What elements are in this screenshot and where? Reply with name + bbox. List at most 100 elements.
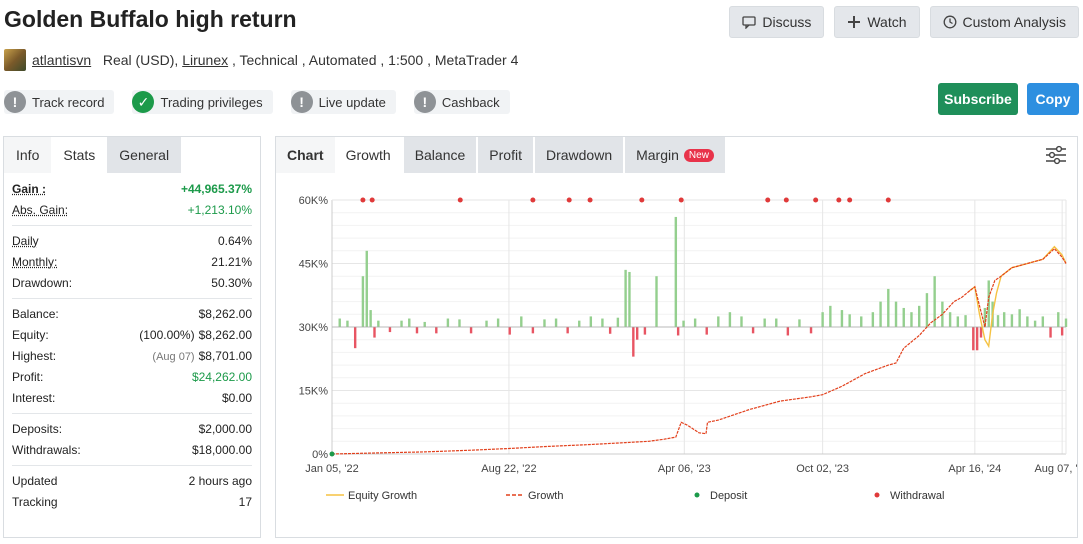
live-update-badge[interactable]: ! Live update (290, 90, 396, 114)
profit-bar (361, 276, 365, 327)
profit-bar (1064, 318, 1068, 327)
profit-bar (918, 305, 921, 327)
withdrawal-point (369, 197, 375, 203)
withdrawal-point (639, 197, 645, 203)
tab-drawdown[interactable]: Drawdown (534, 137, 624, 173)
stat-balance: Balance: $8,262.00 (12, 306, 252, 321)
profit-bar (353, 327, 357, 349)
new-badge: New (683, 148, 714, 162)
withdrawal-point (566, 197, 572, 203)
profit-bar (566, 327, 569, 334)
profit-bar (910, 312, 913, 327)
cashback-badge[interactable]: ! Cashback (413, 90, 510, 114)
badge-label: Cashback (441, 94, 500, 110)
tab-margin[interactable]: Margin New (625, 137, 725, 173)
username-link[interactable]: atlantisvn (32, 52, 92, 68)
account-details: , Technical , Automated , 1:500 , MetaTr… (228, 52, 519, 68)
exclamation-icon: ! (413, 91, 436, 113)
account-meta: atlantisvn Real (USD), Lirunex , Technic… (4, 49, 518, 71)
profit-bar (987, 280, 990, 327)
profit-bar (632, 327, 635, 357)
tab-general[interactable]: General (107, 137, 182, 173)
profit-bar (601, 318, 604, 327)
profit-bar (415, 327, 419, 334)
profit-bar (346, 320, 349, 327)
withdrawal-point (587, 197, 593, 203)
stat-daily: Daily 0.64% (12, 233, 252, 248)
plus-icon (848, 16, 861, 28)
avatar[interactable] (4, 49, 26, 71)
stats-tabs: Info Stats General (4, 137, 260, 173)
profit-bar (1026, 316, 1029, 327)
profit-bar (887, 288, 890, 327)
account-type: Real (USD), (102, 52, 183, 68)
equity-growth-line (968, 245, 1067, 349)
trading-privileges-badge[interactable]: ✓ Trading privileges (132, 90, 273, 114)
discuss-button[interactable]: Discuss (729, 6, 825, 38)
profit-bar (902, 307, 905, 327)
profit-bar (608, 327, 612, 334)
subscribe-button[interactable]: Subscribe (938, 83, 1018, 115)
profit-bar (786, 327, 790, 336)
stat-profit: Profit: $24,262.00 (12, 369, 252, 384)
watch-label: Watch (867, 14, 907, 30)
legend-swatch (874, 492, 880, 498)
watch-button[interactable]: Watch (834, 6, 920, 38)
profit-bar (485, 320, 488, 327)
profit-bar (956, 316, 960, 327)
profit-bar (643, 327, 647, 335)
profit-bar (751, 327, 755, 334)
stat-monthly: Monthly: 21.21% (12, 254, 252, 269)
profit-bar (871, 312, 875, 327)
profit-bar (655, 276, 658, 327)
profit-bar (616, 317, 620, 327)
profit-bar (531, 327, 535, 334)
profit-bar (775, 318, 778, 327)
page-title: Golden Buffalo high return (4, 6, 297, 32)
legend-label: Withdrawal (890, 490, 944, 502)
profit-bar (948, 312, 952, 327)
growth-line (331, 247, 1067, 455)
custom-analysis-button[interactable]: Custom Analysis (929, 6, 1079, 38)
legend-label: Equity Growth (348, 490, 417, 502)
stat-highest: Highest: (Aug 07) $8,701.00 (12, 348, 252, 363)
tab-stats[interactable]: Stats (51, 137, 108, 173)
stat-deposits: Deposits: $2,000.00 (12, 421, 252, 436)
profit-bar (983, 307, 987, 327)
profit-bar (676, 327, 680, 336)
stat-abs-gain: Abs. Gain: +1,213.10% (12, 202, 252, 217)
profit-bar (717, 316, 720, 327)
profit-bar (365, 250, 368, 327)
tab-balance[interactable]: Balance (403, 137, 477, 173)
profit-bar (373, 327, 376, 338)
tab-info[interactable]: Info (4, 137, 52, 173)
deposit-point (329, 451, 335, 457)
profit-bar (1002, 312, 1006, 327)
profit-bar (972, 327, 975, 351)
y-tick-label: 45K% (299, 259, 329, 271)
profit-bar (682, 320, 685, 327)
broker-link[interactable]: Lirunex (182, 52, 229, 68)
profit-bar (829, 305, 832, 327)
y-tick-label: 15K% (299, 386, 329, 398)
tab-profit[interactable]: Profit (478, 137, 533, 173)
chart-panel: Chart Growth Balance Profit Drawdown Mar… (275, 136, 1078, 538)
profit-bar (578, 320, 581, 327)
profit-bar (894, 301, 898, 327)
profit-bar (520, 316, 523, 327)
profit-bar (821, 312, 824, 327)
legend-swatch (694, 492, 700, 498)
sliders-icon[interactable] (1045, 145, 1067, 165)
discuss-label: Discuss (762, 14, 812, 30)
withdrawal-point (765, 197, 771, 203)
tab-growth[interactable]: Growth (334, 137, 402, 173)
profit-bar (458, 319, 461, 327)
track-record-badge[interactable]: ! Track record (4, 90, 115, 114)
profit-bar (446, 318, 450, 327)
profit-bar (1057, 312, 1060, 327)
copy-button[interactable]: Copy (1027, 83, 1079, 115)
x-tick-label: Aug 22, '22 (481, 463, 536, 475)
profit-bar (624, 269, 627, 327)
withdrawal-point (836, 197, 842, 203)
exclamation-icon: ! (290, 91, 313, 113)
